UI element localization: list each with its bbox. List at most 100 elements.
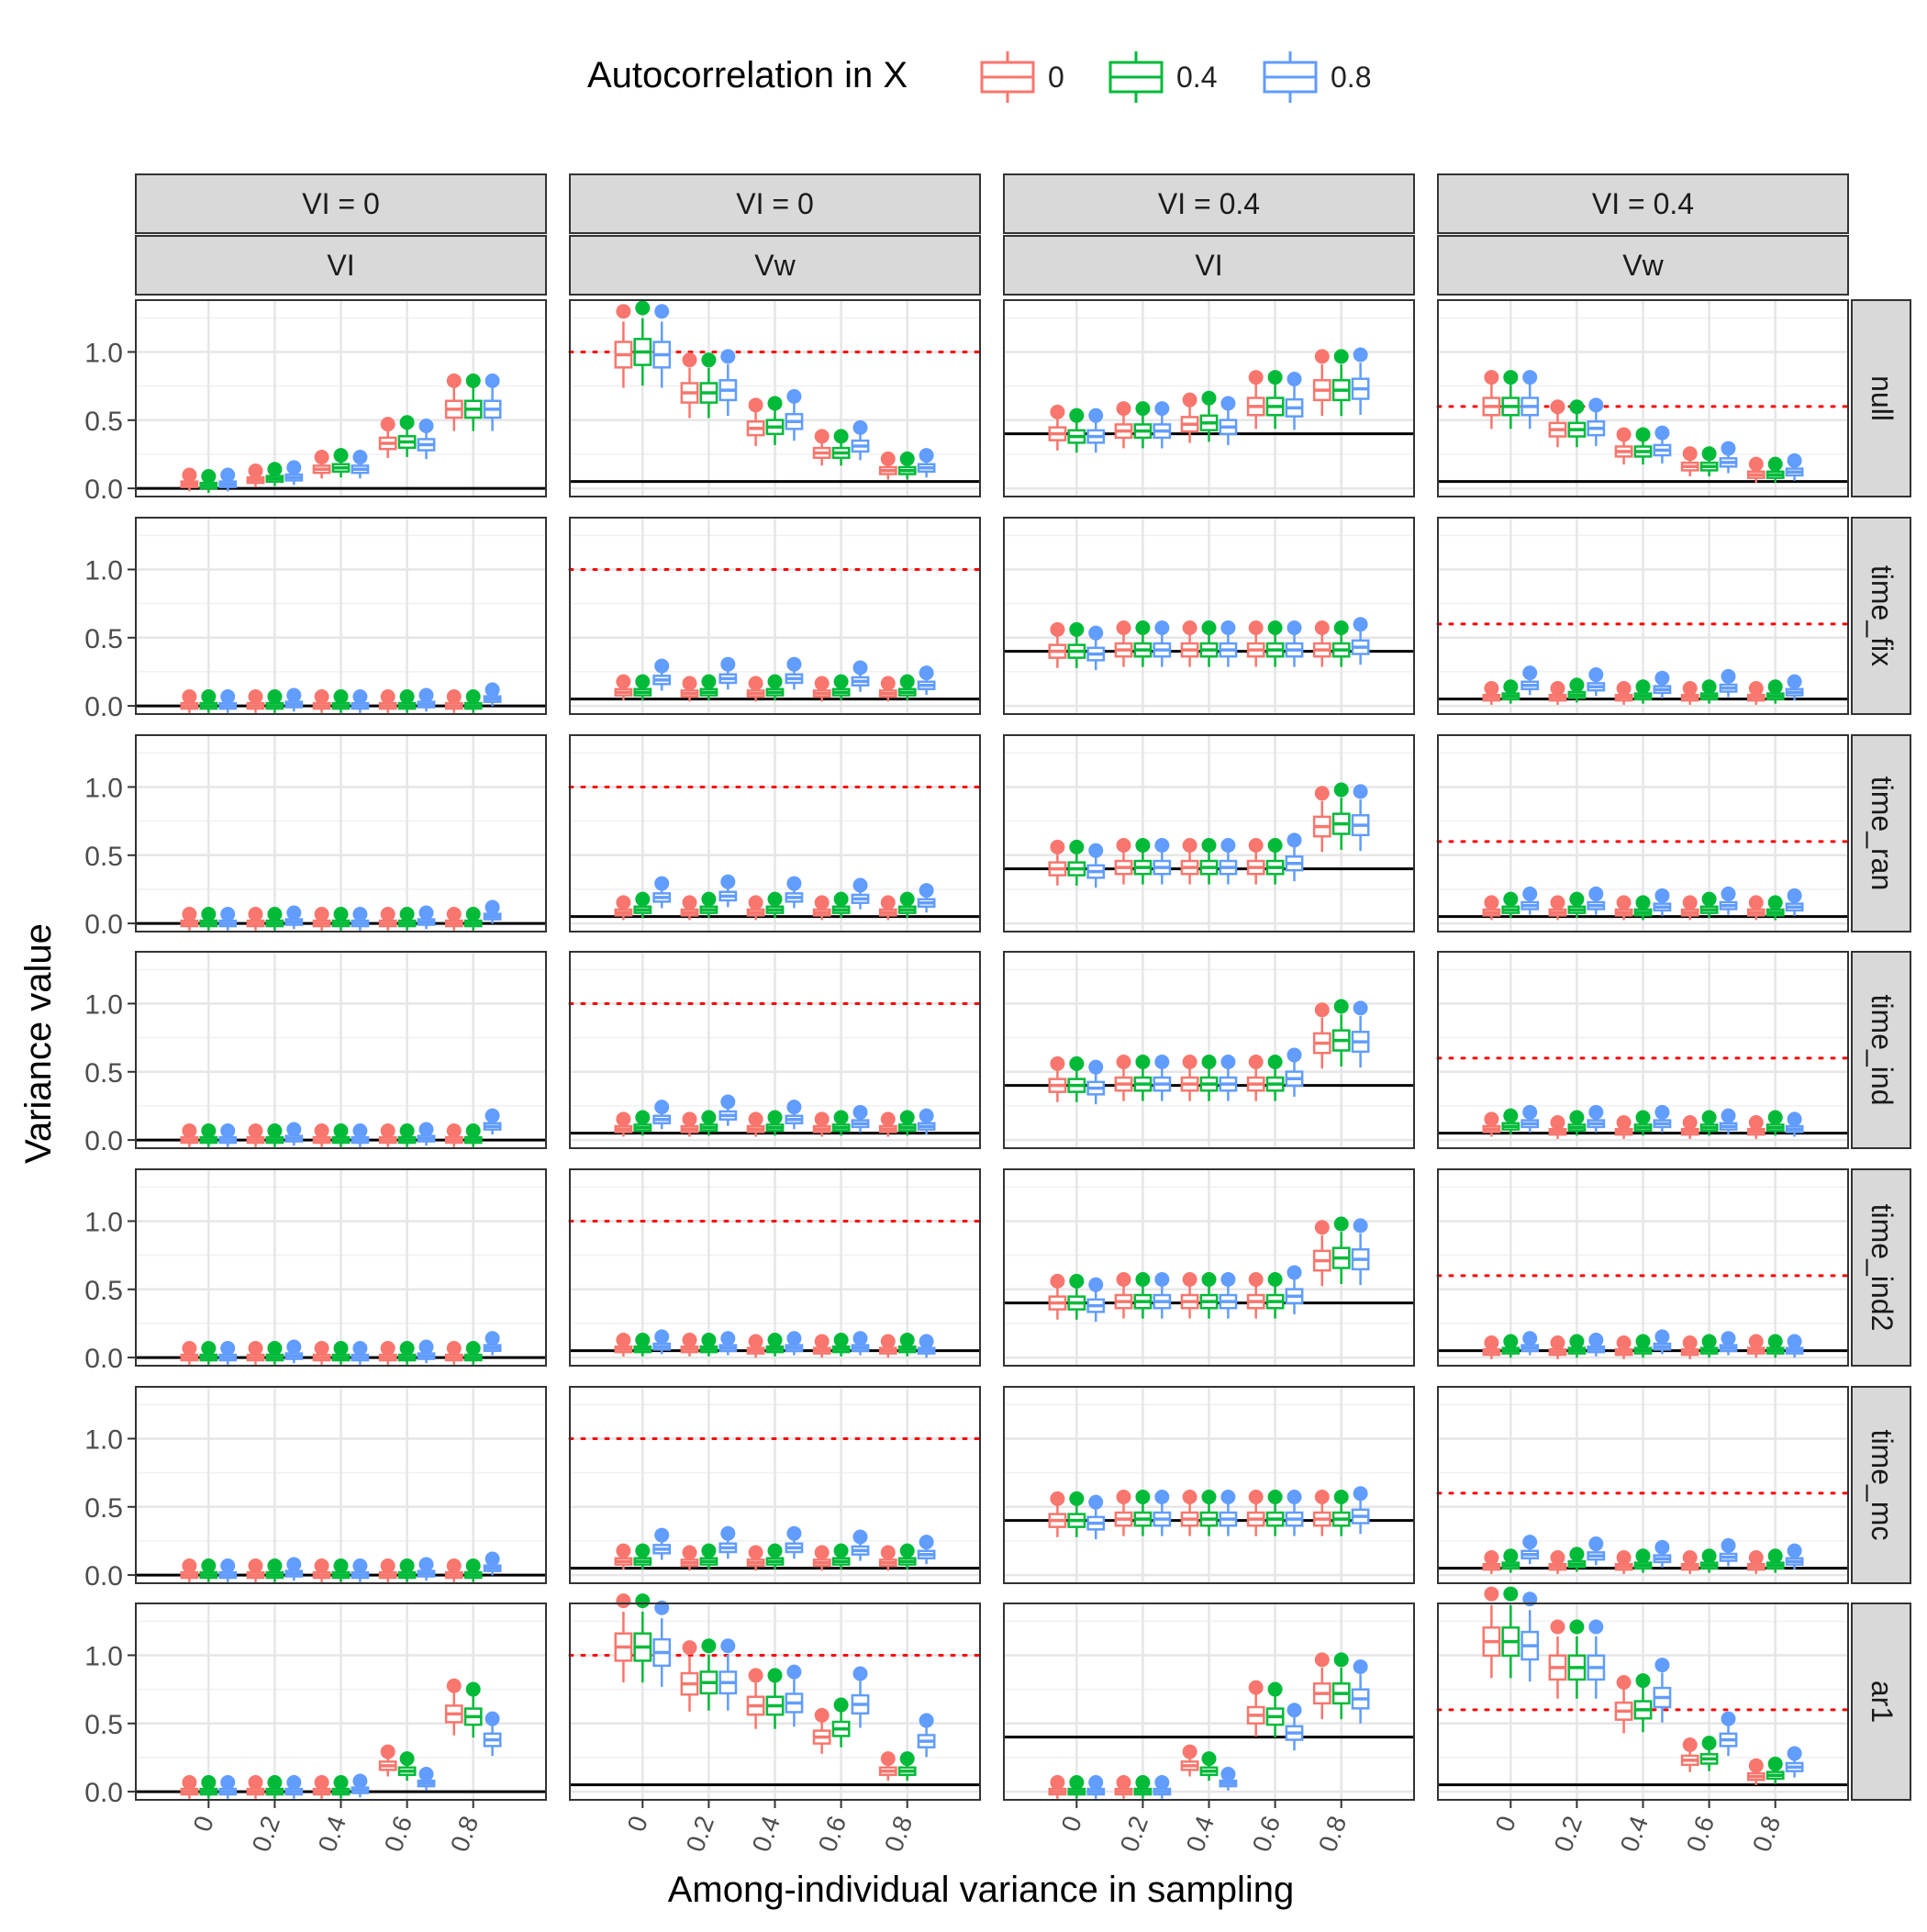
box-outlier — [1569, 1619, 1585, 1635]
box-time_ind-0-2-2 — [351, 1122, 370, 1147]
box-null-2-3-0 — [1246, 370, 1265, 430]
box-null-0-1-0 — [246, 463, 265, 487]
box-outlier — [682, 1640, 697, 1656]
box-outlier — [1287, 1047, 1302, 1063]
x-tick-label: 0.4 — [747, 1812, 785, 1855]
panel-time_mc-2 — [1003, 1386, 1415, 1584]
box-time_mc-0-3-0 — [378, 1558, 397, 1582]
box-outlier — [1503, 370, 1519, 385]
box-time_fix-2-3-0 — [1246, 620, 1265, 667]
box-outlier — [1588, 1104, 1604, 1120]
box-outlier — [1682, 895, 1698, 910]
legend: Autocorrelation in X 0 0.4 0.8 — [587, 51, 1371, 103]
box-outlier — [701, 352, 717, 368]
box-outlier — [1522, 1104, 1538, 1120]
box-outlier — [1267, 1490, 1283, 1505]
box-null-2-0-1 — [1067, 408, 1086, 453]
box-time_ran-0-1-2 — [284, 905, 304, 930]
box-null-1-1-0 — [680, 352, 699, 419]
box-time_mc-0-0-0 — [180, 1558, 199, 1582]
box-ar1-3-1-2 — [1587, 1619, 1606, 1699]
box-outlier — [267, 1774, 283, 1790]
box-null-0-1-2 — [284, 460, 304, 486]
box-ar1-3-3-2 — [1719, 1711, 1738, 1757]
box-outlier — [1748, 1550, 1764, 1566]
box-time_mc-1-3-0 — [812, 1545, 831, 1571]
box-time_ind-1-4-1 — [897, 1110, 917, 1136]
box-time_ind-3-4-0 — [1746, 1115, 1765, 1139]
box-outlier — [1248, 370, 1264, 385]
box-outlier — [1569, 891, 1585, 907]
box-ar1-0-3-0 — [378, 1744, 397, 1777]
box-outlier — [919, 883, 934, 899]
box-time_ind-3-4-2 — [1785, 1111, 1804, 1137]
box-outlier — [880, 1545, 896, 1560]
box-time_ind-1-2-0 — [746, 1111, 765, 1137]
box-outlier — [899, 451, 915, 466]
box-null-3-4-1 — [1765, 456, 1785, 484]
box-time_fix-0-0-1 — [199, 688, 218, 713]
y-tick-label: 0.5 — [84, 1710, 123, 1740]
box-null-2-4-1 — [1331, 349, 1351, 417]
box-outlier — [201, 1340, 217, 1356]
box-outlier — [220, 688, 236, 704]
box-time_ran-2-3-0 — [1246, 838, 1265, 885]
box-outlier — [833, 1333, 849, 1348]
box-outlier — [616, 304, 631, 319]
row-strip-null: null — [1851, 299, 1911, 497]
box-outlier — [880, 1111, 896, 1127]
box-outlier — [635, 1593, 651, 1609]
box-outlier — [682, 676, 697, 691]
box-time_ran-1-3-0 — [812, 895, 831, 921]
box-null-1-4-0 — [878, 451, 897, 480]
panel-time_ind2-2 — [1003, 1168, 1415, 1367]
box-time_ran-0-2-1 — [331, 906, 351, 931]
x-tick-label: 0.4 — [313, 1812, 351, 1855]
box-outlier — [767, 891, 783, 907]
box-outlier — [1484, 681, 1499, 697]
box-time_fix-1-1-0 — [680, 676, 699, 702]
box-outlier — [1135, 401, 1151, 417]
box-outlier — [1654, 1539, 1670, 1555]
box-time_ran-1-2-0 — [746, 895, 765, 921]
box-time_fix-3-3-0 — [1680, 681, 1699, 705]
box-outlier — [1522, 1331, 1538, 1346]
box-time_mc-3-0-0 — [1482, 1550, 1501, 1574]
box-ar1-0-1-0 — [246, 1774, 265, 1799]
box-outlier — [201, 688, 217, 704]
box-time_mc-2-4-2 — [1351, 1486, 1370, 1535]
box-time_ind-0-3-0 — [378, 1122, 397, 1147]
x-tick-label: 0.6 — [813, 1812, 852, 1855]
box-ar1-1-4-0 — [878, 1751, 897, 1781]
y-tick-label: 0.0 — [84, 910, 123, 940]
box-time_mc-3-4-0 — [1746, 1550, 1765, 1574]
box-outlier — [465, 1558, 481, 1573]
box-time_fix-3-4-2 — [1785, 674, 1804, 701]
y-tick-label: 0.5 — [84, 1058, 123, 1089]
box-outlier — [1787, 1111, 1802, 1127]
box-outlier — [1220, 396, 1236, 411]
box-ar1-2-1-2 — [1153, 1774, 1172, 1799]
box-time_fix-0-4-1 — [463, 688, 483, 713]
box-outlier — [1635, 679, 1651, 695]
y-tick-label: 1.0 — [84, 338, 123, 368]
box-outlier — [267, 1340, 283, 1356]
box-outlier — [899, 1110, 915, 1125]
column-strip-2: VI = 0.4 VI — [1003, 173, 1415, 296]
box-time_mc-3-3-0 — [1680, 1550, 1699, 1574]
box-outlier — [418, 1767, 434, 1782]
box-outlier — [1248, 1055, 1264, 1070]
box-ar1-2-4-0 — [1312, 1652, 1331, 1720]
panel-time_fix-0 — [135, 517, 547, 715]
box-outlier — [1088, 1494, 1104, 1510]
box-time_ind2-2-3-2 — [1285, 1265, 1304, 1314]
box-ar1-2-0-1 — [1067, 1774, 1086, 1799]
box-time_fix-1-0-1 — [633, 674, 652, 701]
strip-box — [1851, 1603, 1911, 1801]
panel-null-2 — [1003, 299, 1415, 497]
box-outlier — [1135, 620, 1151, 636]
box-outlier — [182, 1340, 197, 1356]
box-outlier — [1116, 838, 1131, 854]
box-null-1-1-2 — [718, 349, 738, 417]
box-outlier — [616, 1333, 631, 1348]
